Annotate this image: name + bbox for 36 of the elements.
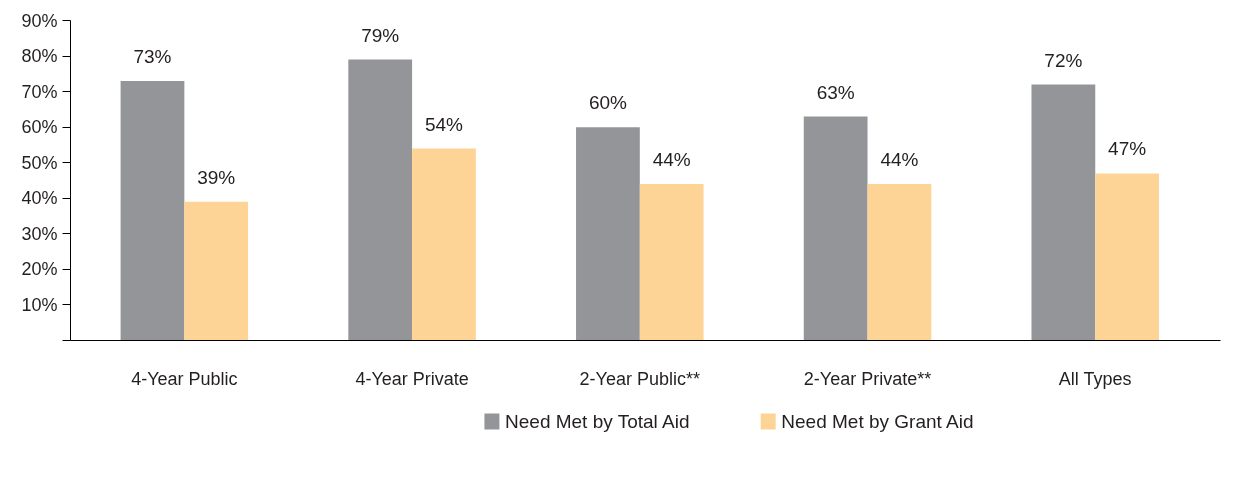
bar [576,127,640,341]
y-tick-label: 70% [21,81,58,102]
y-tick-label: 80% [21,46,58,67]
x-tick-label: All Types [1058,368,1132,389]
data-label: 63% [816,81,855,103]
data-label: 73% [133,45,172,67]
y-tick-label: 90% [21,10,58,31]
y-tick-label: 10% [21,294,58,315]
bar [867,184,932,341]
data-label: 60% [588,92,628,114]
data-label: 47% [1108,138,1147,160]
data-label: 44% [880,149,919,171]
bar [348,59,413,341]
data-label: 39% [197,166,236,188]
data-label: 72% [1044,49,1083,71]
bar [412,148,476,341]
x-tick-label: 2-Year Private** [803,368,932,389]
y-tick-label: 50% [21,152,58,173]
y-tick-label: 30% [21,223,58,244]
legend-label: Need Met by Total Aid [505,411,690,432]
y-tick-label: 60% [21,117,58,138]
bar [120,80,185,341]
bar [1095,173,1160,341]
x-tick-label: 4-Year Public [131,368,238,389]
legend-label: Need Met by Grant Aid [781,411,974,432]
y-tick-label: 20% [21,259,58,280]
bar [184,201,249,341]
x-tick-label: 4-Year Private [355,368,469,389]
bar [803,116,868,341]
data-label: 54% [424,113,464,135]
bar [1031,84,1096,341]
y-tick-label: 40% [21,188,58,209]
x-tick-label: 2-Year Public** [579,368,701,389]
data-label: 79% [361,24,400,46]
bar [639,184,704,341]
data-label: 44% [652,149,691,171]
